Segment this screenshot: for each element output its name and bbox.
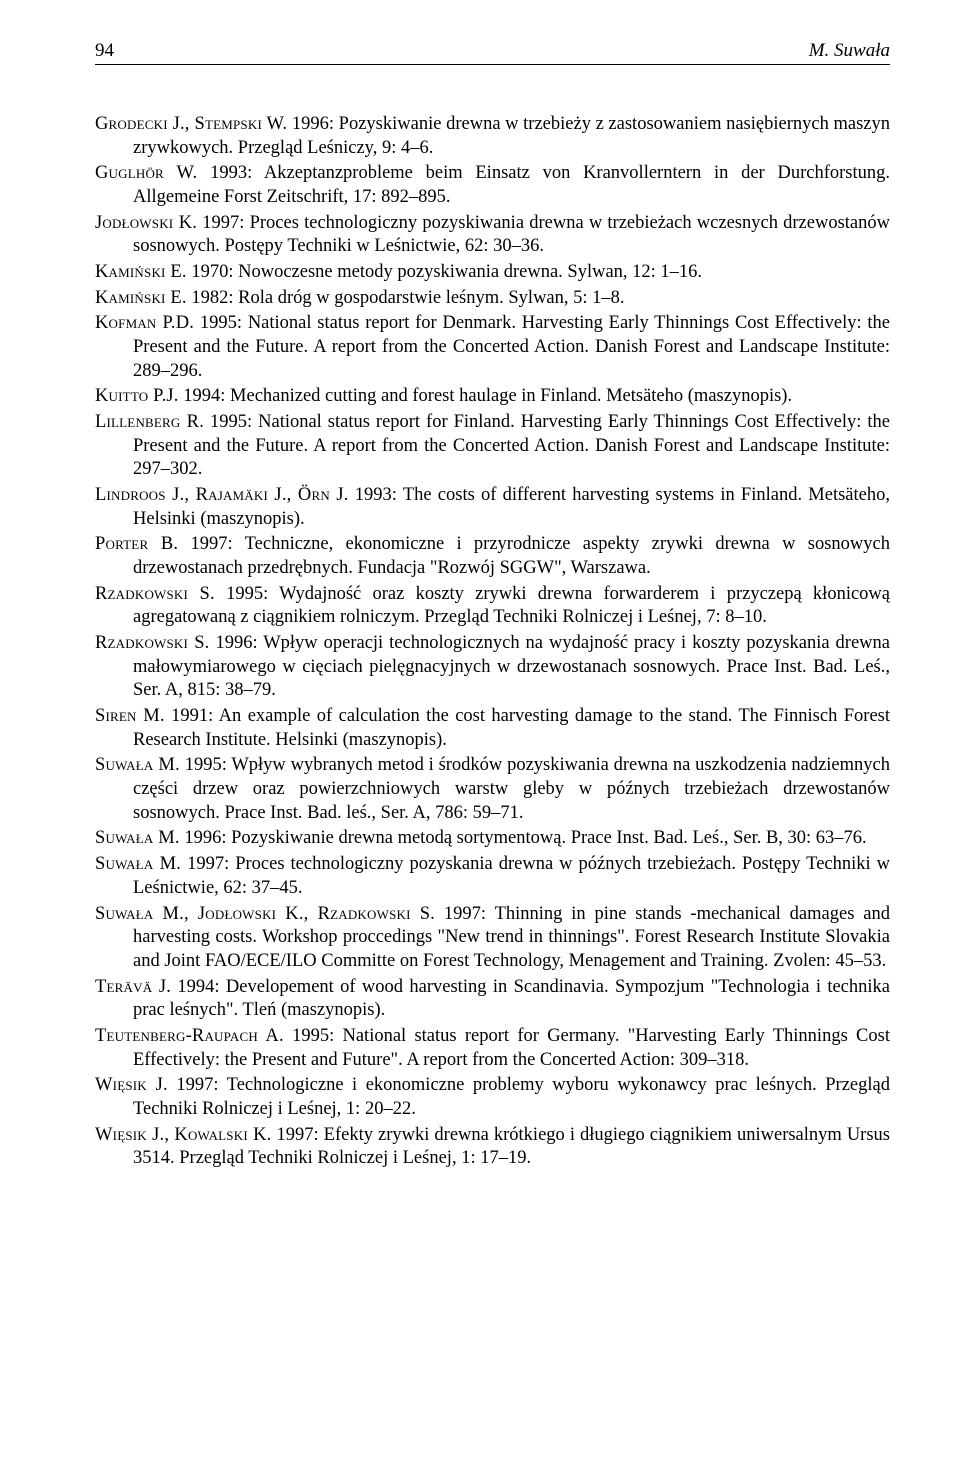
reference-entry: Więsik J., Kowalski K. 1997: Efekty zryw… bbox=[95, 1124, 890, 1171]
reference-authors: Porter B. bbox=[95, 534, 178, 554]
reference-authors: Suwała M. bbox=[95, 755, 180, 775]
reference-entry: Suwała M., Jodłowski K., Rzadkowski S. 1… bbox=[95, 903, 890, 974]
reference-authors: Jodłowski K. bbox=[95, 213, 197, 233]
reference-entry: Jodłowski K. 1997: Proces technologiczny… bbox=[95, 212, 890, 259]
reference-authors: Teutenberg-Raupach A. bbox=[95, 1026, 284, 1046]
reference-text: 1997: Technologiczne i ekonomiczne probl… bbox=[133, 1075, 890, 1119]
reference-authors: Guglhör W. bbox=[95, 163, 197, 183]
reference-entry: Siren M. 1991: An example of calculation… bbox=[95, 705, 890, 752]
reference-entry: Suwała M. 1995: Wpływ wybranych metod i … bbox=[95, 754, 890, 825]
reference-entry: Rzadkowski S. 1996: Wpływ operacji techn… bbox=[95, 632, 890, 703]
reference-entry: Porter B. 1997: Techniczne, ekonomiczne … bbox=[95, 533, 890, 580]
reference-authors: Rzadkowski S. bbox=[95, 633, 210, 653]
reference-entry: Guglhör W. 1993: Akzeptanzprobleme beim … bbox=[95, 162, 890, 209]
reference-entry: Lindroos J., Rajamäki J., Örn J. 1993: T… bbox=[95, 484, 890, 531]
reference-authors: Grodecki J., Stempski W. bbox=[95, 114, 287, 134]
reference-text: 1996: Wpływ operacji technologicznych na… bbox=[133, 633, 890, 700]
reference-entry: Suwała M. 1997: Proces technologiczny po… bbox=[95, 853, 890, 900]
page-number: 94 bbox=[95, 40, 114, 62]
reference-authors: Kofman P.D. bbox=[95, 313, 194, 333]
reference-text: 1970: Nowoczesne metody pozyskiwania dre… bbox=[187, 262, 702, 282]
reference-authors: Kamiński E. bbox=[95, 262, 187, 282]
reference-entry: Więsik J. 1997: Technologiczne i ekonomi… bbox=[95, 1074, 890, 1121]
reference-authors: Lillenberg R. bbox=[95, 412, 204, 432]
reference-authors: Terävä J. bbox=[95, 977, 171, 997]
reference-text: 1995: Wydajność oraz koszty zrywki drewn… bbox=[133, 584, 890, 628]
reference-entry: Terävä J. 1994: Developement of wood har… bbox=[95, 976, 890, 1023]
reference-text: 1994: Mechanized cutting and forest haul… bbox=[179, 386, 792, 406]
reference-authors: Kuitto P.J. bbox=[95, 386, 179, 406]
reference-text: 1997: Proces technologiczny pozyskania d… bbox=[133, 854, 890, 898]
reference-text: 1991: An example of calculation the cost… bbox=[133, 706, 890, 750]
reference-entry: Rzadkowski S. 1995: Wydajność oraz koszt… bbox=[95, 583, 890, 630]
reference-text: 1982: Rola dróg w gospodarstwie leśnym. … bbox=[187, 288, 625, 308]
reference-authors: Więsik J., Kowalski K. bbox=[95, 1125, 271, 1145]
reference-entry: Kamiński E. 1982: Rola dróg w gospodarst… bbox=[95, 287, 890, 311]
reference-authors: Kamiński E. bbox=[95, 288, 187, 308]
reference-authors: Rzadkowski S. bbox=[95, 584, 215, 604]
running-header: 94 M. Suwała bbox=[95, 40, 890, 65]
reference-text: 1993: Akzeptanzprobleme beim Einsatz von… bbox=[133, 163, 890, 207]
reference-authors: Suwała M., Jodłowski K., Rzadkowski S. bbox=[95, 904, 435, 924]
reference-text: 1995: Wpływ wybranych metod i środków po… bbox=[133, 755, 890, 822]
reference-authors: Więsik J. bbox=[95, 1075, 168, 1095]
references-list: Grodecki J., Stempski W. 1996: Pozyskiwa… bbox=[95, 113, 890, 1171]
reference-text: 1997: Proces technologiczny pozyskiwania… bbox=[133, 213, 890, 257]
reference-authors: Suwała M. bbox=[95, 828, 180, 848]
page: 94 M. Suwała Grodecki J., Stempski W. 19… bbox=[0, 0, 960, 1233]
reference-text: 1995: National status report for Finland… bbox=[133, 412, 890, 479]
reference-authors: Suwała M. bbox=[95, 854, 181, 874]
reference-entry: Grodecki J., Stempski W. 1996: Pozyskiwa… bbox=[95, 113, 890, 160]
reference-authors: Siren M. bbox=[95, 706, 165, 726]
reference-text: 1995: National status report for Denmark… bbox=[133, 313, 890, 380]
reference-entry: Suwała M. 1996: Pozyskiwanie drewna meto… bbox=[95, 827, 890, 851]
reference-text: 1997: Techniczne, ekonomiczne i przyrodn… bbox=[133, 534, 890, 578]
reference-entry: Kuitto P.J. 1994: Mechanized cutting and… bbox=[95, 385, 890, 409]
reference-entry: Lillenberg R. 1995: National status repo… bbox=[95, 411, 890, 482]
reference-entry: Kamiński E. 1970: Nowoczesne metody pozy… bbox=[95, 261, 890, 285]
reference-text: 1996: Pozyskiwanie drewna metodą sortyme… bbox=[180, 828, 867, 848]
reference-entry: Teutenberg-Raupach A. 1995: National sta… bbox=[95, 1025, 890, 1072]
running-author: M. Suwała bbox=[809, 40, 890, 62]
reference-entry: Kofman P.D. 1995: National status report… bbox=[95, 312, 890, 383]
reference-authors: Lindroos J., Rajamäki J., Örn J. bbox=[95, 485, 349, 505]
reference-text: 1994: Developement of wood harvesting in… bbox=[133, 977, 890, 1021]
